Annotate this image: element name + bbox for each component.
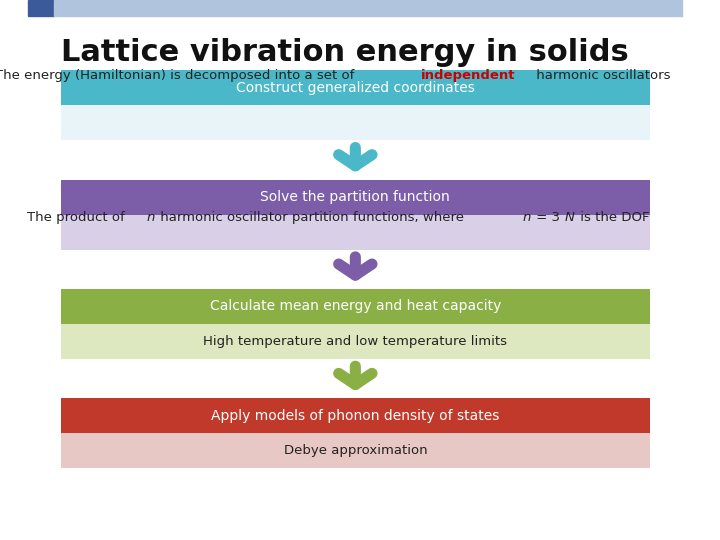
Text: n: n [146, 211, 155, 224]
FancyBboxPatch shape [61, 324, 649, 359]
Text: Debye approximation: Debye approximation [284, 444, 427, 457]
FancyBboxPatch shape [61, 399, 649, 433]
Bar [55, 0, 683, 16]
FancyBboxPatch shape [61, 289, 649, 324]
FancyBboxPatch shape [61, 433, 649, 469]
Text: High temperature and low temperature limits: High temperature and low temperature lim… [203, 335, 508, 348]
Text: Calculate mean energy and heat capacity: Calculate mean energy and heat capacity [210, 300, 501, 313]
FancyBboxPatch shape [61, 105, 649, 140]
Text: Construct generalized coordinates: Construct generalized coordinates [236, 81, 474, 94]
Text: n: n [522, 211, 531, 224]
Text: harmonic oscillators: harmonic oscillators [532, 69, 670, 82]
Text: Solve the partition function: Solve the partition function [261, 190, 450, 204]
Bar [28, 0, 55, 16]
Text: harmonic oscillator partition functions, where: harmonic oscillator partition functions,… [156, 211, 469, 224]
FancyBboxPatch shape [61, 70, 649, 105]
Text: The energy (Hamiltonian) is decomposed into a set of: The energy (Hamiltonian) is decomposed i… [0, 69, 359, 82]
Text: is the DOF: is the DOF [577, 211, 650, 224]
Text: Lattice vibration energy in solids: Lattice vibration energy in solids [61, 38, 629, 67]
Text: independent: independent [421, 69, 516, 82]
Text: = 3: = 3 [532, 211, 560, 224]
Text: Apply models of phonon density of states: Apply models of phonon density of states [211, 409, 500, 423]
Text: The product of: The product of [27, 211, 129, 224]
FancyBboxPatch shape [61, 214, 649, 249]
Text: N: N [565, 211, 575, 224]
FancyBboxPatch shape [61, 179, 649, 214]
